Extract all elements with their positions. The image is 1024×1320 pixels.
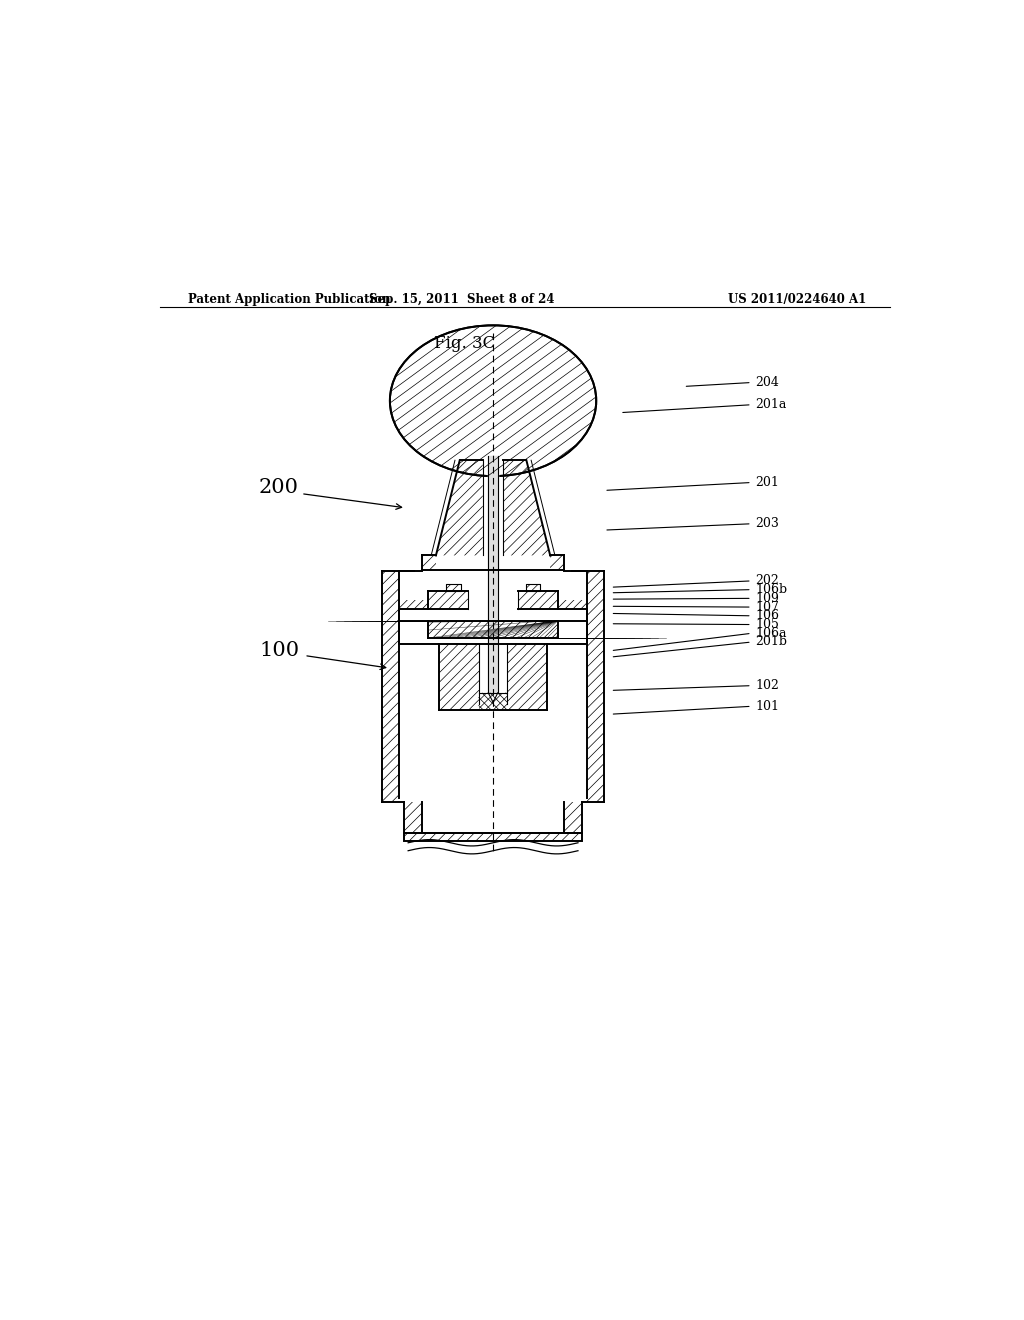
Text: 201: 201 xyxy=(755,477,779,488)
Text: 107: 107 xyxy=(755,601,779,614)
Text: 202: 202 xyxy=(755,574,778,587)
Text: 201a: 201a xyxy=(755,399,786,412)
Text: 203: 203 xyxy=(755,517,779,531)
PathPatch shape xyxy=(399,599,428,610)
Text: 109: 109 xyxy=(755,591,779,605)
PathPatch shape xyxy=(428,620,558,638)
Text: 204: 204 xyxy=(755,376,779,389)
Text: US 2011/0224640 A1: US 2011/0224640 A1 xyxy=(728,293,866,306)
Bar xyxy=(404,833,582,841)
Ellipse shape xyxy=(390,325,596,477)
PathPatch shape xyxy=(479,693,507,710)
Text: 201b: 201b xyxy=(755,635,787,648)
PathPatch shape xyxy=(504,461,550,556)
Text: 100: 100 xyxy=(259,642,299,660)
PathPatch shape xyxy=(518,591,558,610)
PathPatch shape xyxy=(587,572,604,801)
Text: Sep. 15, 2011  Sheet 8 of 24: Sep. 15, 2011 Sheet 8 of 24 xyxy=(369,293,554,306)
Text: 106b: 106b xyxy=(755,583,787,597)
Polygon shape xyxy=(488,457,498,693)
PathPatch shape xyxy=(558,599,587,610)
Text: 101: 101 xyxy=(755,700,779,713)
Text: 106: 106 xyxy=(755,610,779,622)
Ellipse shape xyxy=(390,325,596,477)
Text: 102: 102 xyxy=(755,680,779,692)
PathPatch shape xyxy=(404,833,582,841)
Text: 106a: 106a xyxy=(755,627,786,640)
PathPatch shape xyxy=(404,801,422,833)
Text: Fig. 3C: Fig. 3C xyxy=(433,335,495,352)
PathPatch shape xyxy=(507,644,547,710)
PathPatch shape xyxy=(382,572,399,801)
Text: 200: 200 xyxy=(259,478,299,496)
Text: Patent Application Publication: Patent Application Publication xyxy=(187,293,390,306)
PathPatch shape xyxy=(428,591,468,610)
Text: 105: 105 xyxy=(755,618,779,631)
PathPatch shape xyxy=(439,644,479,710)
PathPatch shape xyxy=(564,801,582,833)
PathPatch shape xyxy=(422,556,436,570)
PathPatch shape xyxy=(446,583,461,591)
PathPatch shape xyxy=(436,461,482,556)
PathPatch shape xyxy=(525,583,540,591)
PathPatch shape xyxy=(550,556,564,570)
